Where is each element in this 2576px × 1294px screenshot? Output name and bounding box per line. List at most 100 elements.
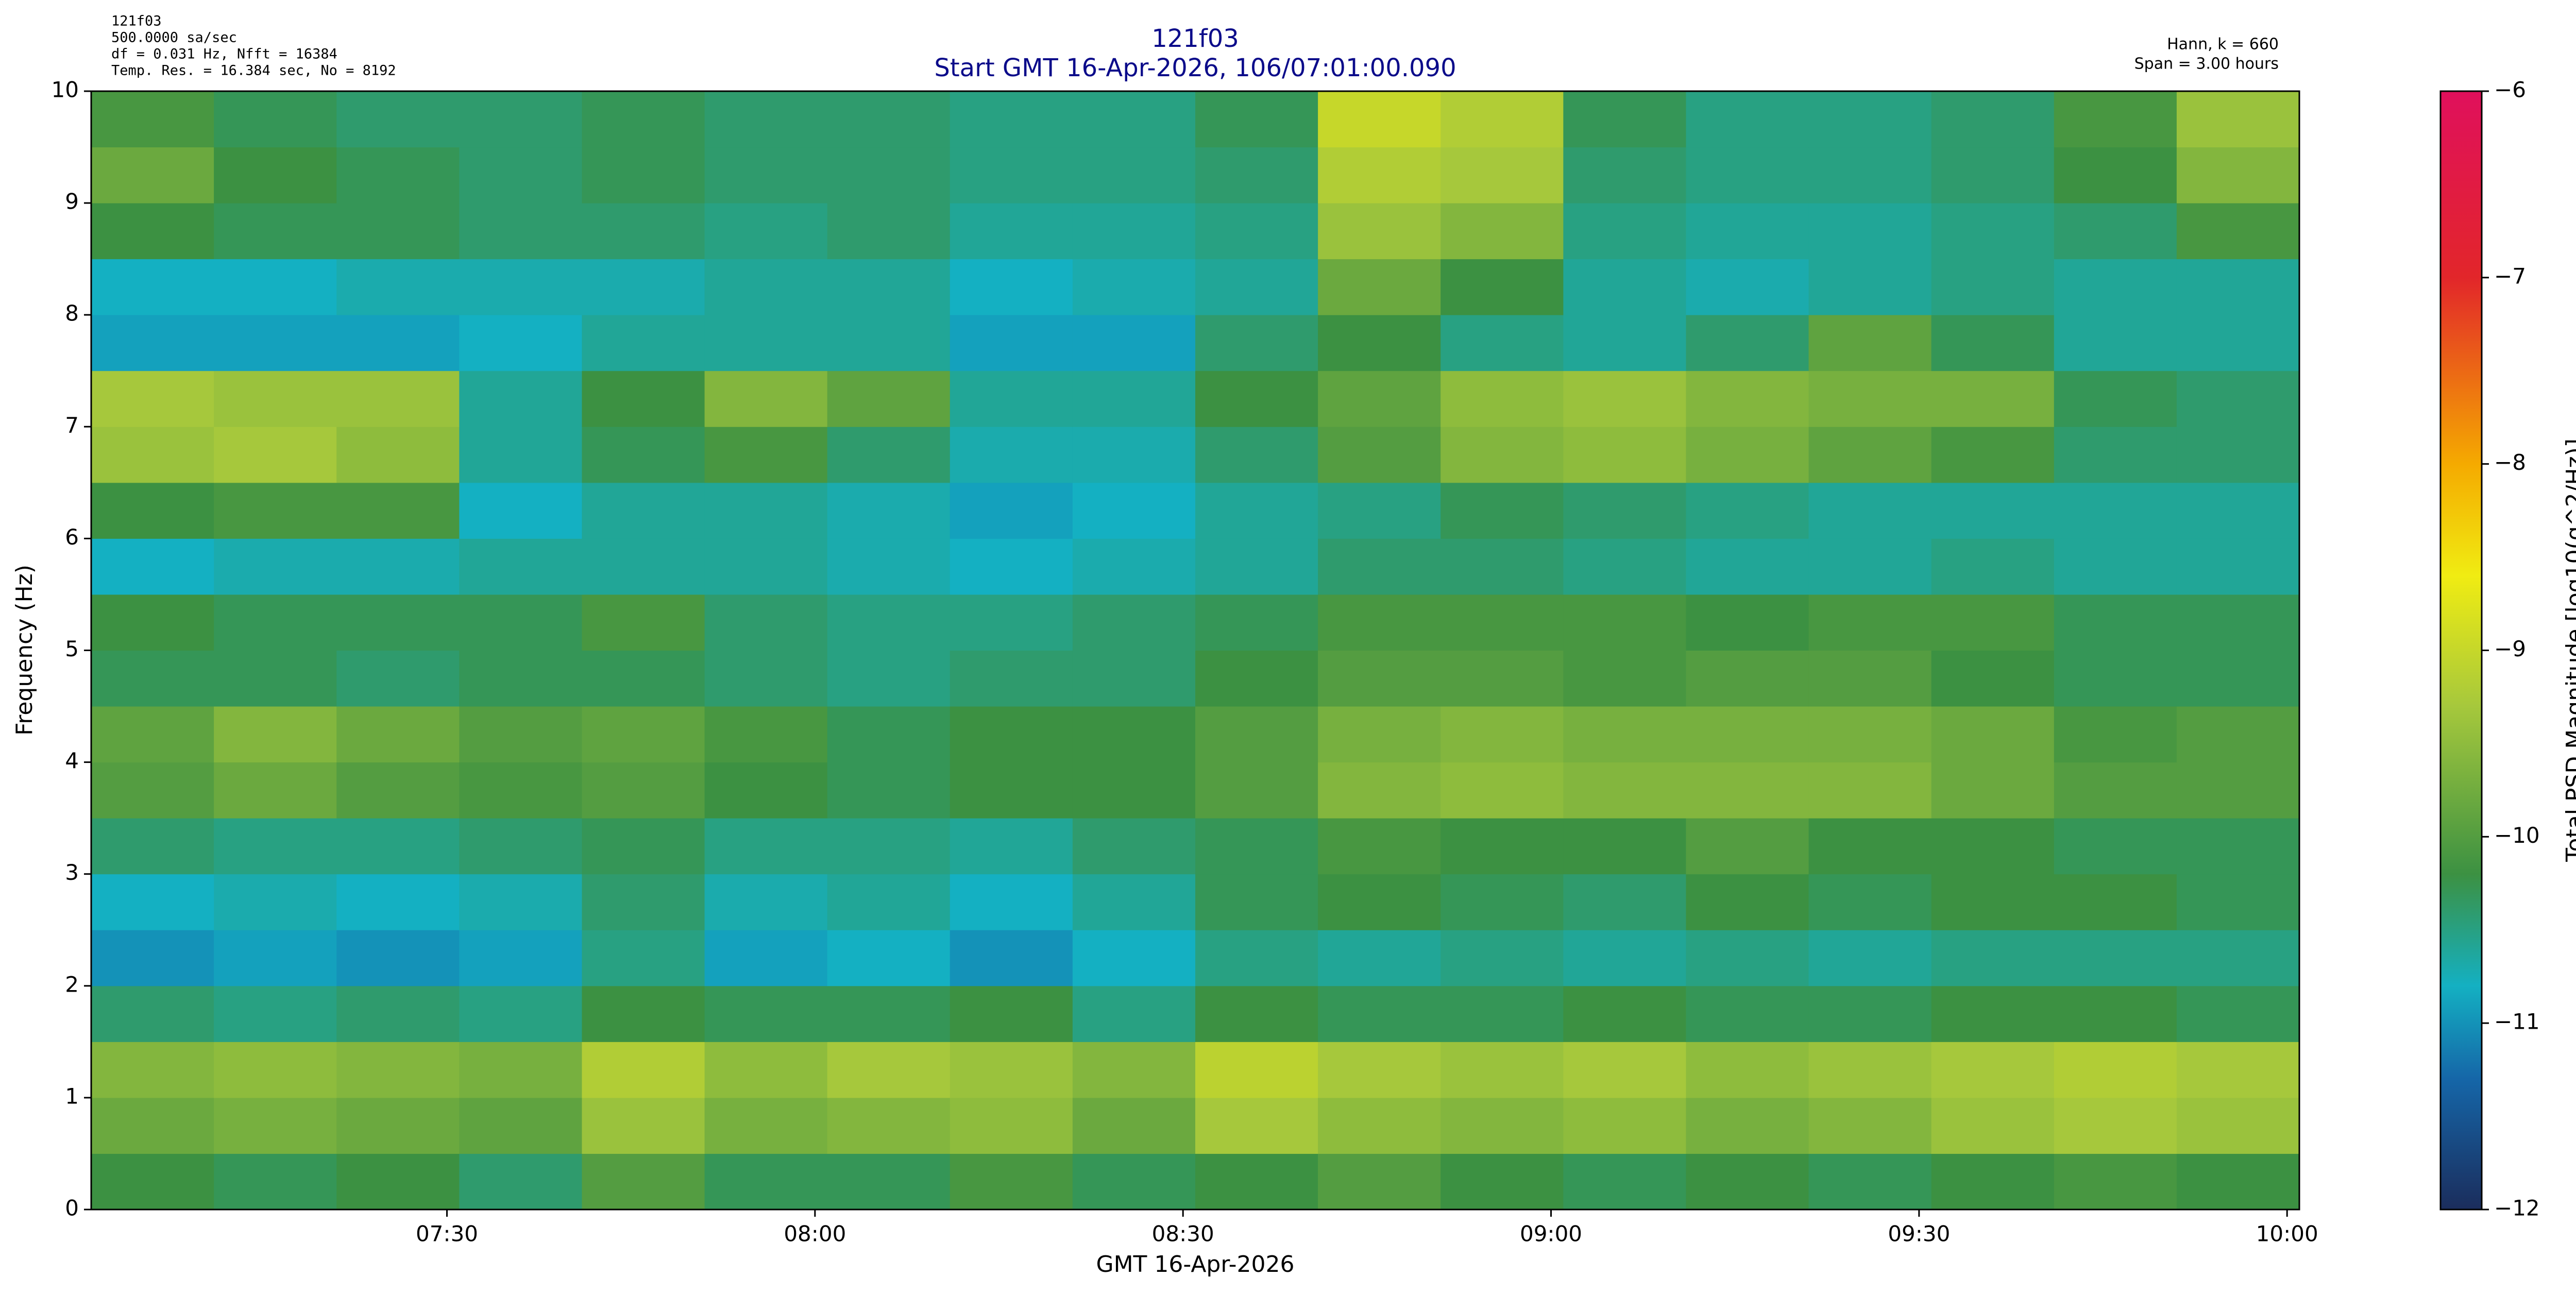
- psd-cell: [1440, 91, 1564, 148]
- psd-cell: [214, 762, 337, 819]
- psd-cell: [1808, 1042, 1932, 1098]
- psd-cell: [582, 315, 705, 371]
- psd-cell: [459, 482, 582, 539]
- psd-cell: [827, 1153, 951, 1210]
- psd-cell: [1072, 1153, 1196, 1210]
- psd-cell: [1318, 482, 1441, 539]
- psd-cell: [336, 259, 460, 315]
- heatmap: [91, 91, 2300, 1210]
- psd-cell: [1440, 482, 1564, 539]
- psd-cell: [1318, 259, 1441, 315]
- psd-cell: [1440, 650, 1564, 707]
- psd-cell: [827, 985, 951, 1042]
- psd-cell: [1931, 259, 2055, 315]
- psd-cell: [704, 706, 828, 763]
- psd-cell: [582, 91, 705, 148]
- psd-cell: [827, 259, 951, 315]
- psd-cell: [2176, 818, 2300, 875]
- psd-cell: [214, 315, 337, 371]
- psd-cell: [1072, 147, 1196, 203]
- psd-cell: [2054, 370, 2177, 427]
- psd-cell: [336, 985, 460, 1042]
- psd-cell: [827, 91, 951, 148]
- psd-cell: [336, 650, 460, 707]
- psd-cell: [1072, 538, 1196, 595]
- psd-cell: [91, 427, 214, 483]
- psd-cell: [1808, 91, 1932, 148]
- psd-cell: [1563, 985, 1686, 1042]
- psd-cell: [1440, 985, 1564, 1042]
- psd-cell: [214, 1042, 337, 1098]
- psd-cell: [827, 147, 951, 203]
- psd-cell: [704, 315, 828, 371]
- psd-cell: [704, 91, 828, 148]
- psd-cell: [459, 706, 582, 763]
- psd-cell: [950, 930, 1073, 986]
- psd-cell: [2054, 1153, 2177, 1210]
- psd-cell: [1072, 762, 1196, 819]
- psd-cell: [1808, 1097, 1932, 1154]
- psd-cell: [582, 203, 705, 260]
- psd-cell: [91, 370, 214, 427]
- psd-cell: [1686, 706, 1809, 763]
- psd-cell: [2176, 985, 2300, 1042]
- psd-cell: [950, 650, 1073, 707]
- psd-cell: [91, 147, 214, 203]
- psd-cell: [1318, 650, 1441, 707]
- psd-cell: [459, 1153, 582, 1210]
- psd-cell: [1440, 147, 1564, 203]
- psd-cell: [2054, 147, 2177, 203]
- psd-cell: [1195, 818, 1318, 875]
- psd-cell: [1563, 650, 1686, 707]
- psd-cell: [827, 370, 951, 427]
- psd-cell: [214, 650, 337, 707]
- psd-cell: [336, 427, 460, 483]
- colorbar-tick-label: −8: [2494, 450, 2526, 475]
- psd-cell: [214, 1097, 337, 1154]
- x-tick-label: 08:00: [784, 1221, 846, 1247]
- psd-cell: [1072, 91, 1196, 148]
- psd-cell: [1195, 594, 1318, 651]
- colorbar-tick-label: −9: [2494, 636, 2526, 661]
- psd-cell: [459, 427, 582, 483]
- psd-cell: [704, 930, 828, 986]
- psd-cell: [1563, 370, 1686, 427]
- x-tick-label: 07:30: [416, 1221, 478, 1247]
- psd-cell: [459, 538, 582, 595]
- psd-cell: [1563, 538, 1686, 595]
- psd-cell: [2054, 985, 2177, 1042]
- psd-cell: [950, 1153, 1073, 1210]
- x-tick-label: 09:30: [1888, 1221, 1950, 1247]
- colorbar: [2439, 90, 2483, 1211]
- psd-cell: [91, 594, 214, 651]
- x-tick-label: 08:30: [1152, 1221, 1214, 1247]
- psd-cell: [459, 315, 582, 371]
- psd-cell: [1931, 930, 2055, 986]
- psd-cell: [1318, 427, 1441, 483]
- psd-cell: [2176, 315, 2300, 371]
- psd-cell: [336, 538, 460, 595]
- psd-cell: [1931, 594, 2055, 651]
- psd-cell: [1072, 203, 1196, 260]
- psd-cell: [91, 482, 214, 539]
- psd-cell: [1440, 538, 1564, 595]
- psd-cell: [582, 762, 705, 819]
- psd-cell: [582, 427, 705, 483]
- psd-cell: [1686, 259, 1809, 315]
- psd-cell: [336, 147, 460, 203]
- psd-cell: [1931, 370, 2055, 427]
- psd-cell: [1931, 818, 2055, 875]
- psd-cell: [1931, 427, 2055, 483]
- psd-cell: [214, 147, 337, 203]
- psd-cell: [582, 930, 705, 986]
- psd-cell: [950, 370, 1073, 427]
- info-left: df = 0.031 Hz, Nfft = 16384: [111, 46, 337, 62]
- psd-cell: [1195, 482, 1318, 539]
- psd-cell: [1563, 1153, 1686, 1210]
- psd-cell: [704, 1097, 828, 1154]
- psd-cell: [2054, 482, 2177, 539]
- psd-cell: [950, 1042, 1073, 1098]
- psd-cell: [1072, 985, 1196, 1042]
- psd-cell: [2176, 259, 2300, 315]
- psd-cell: [1072, 594, 1196, 651]
